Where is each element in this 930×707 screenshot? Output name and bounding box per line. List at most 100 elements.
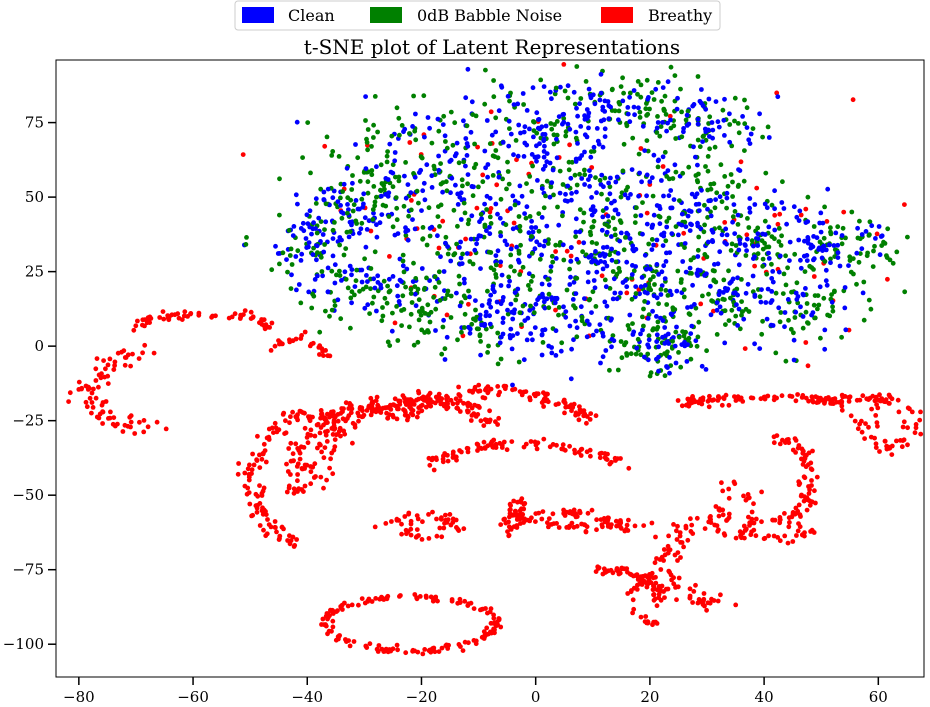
data-point-clean [515, 101, 521, 107]
data-point-babble [607, 252, 612, 258]
data-point-babble [337, 242, 342, 248]
data-point-babble [830, 308, 836, 314]
data-point-breathy [302, 483, 308, 489]
data-point-clean [765, 286, 771, 292]
data-point-breathy [784, 437, 790, 443]
data-point-babble [359, 196, 365, 202]
data-point-babble [280, 250, 286, 256]
data-point-babble [682, 219, 688, 225]
data-point-breathy [608, 459, 614, 465]
data-point-breathy [247, 501, 253, 507]
data-point-clean [722, 285, 728, 291]
data-point-clean [755, 231, 761, 237]
data-point-clean [822, 327, 828, 333]
data-point-babble [663, 288, 669, 293]
data-point-babble [640, 314, 645, 320]
data-point-breathy [674, 528, 679, 534]
data-point-clean [628, 192, 633, 197]
data-point-breathy [498, 624, 504, 630]
data-point-clean [586, 322, 592, 327]
data-point-clean [651, 293, 657, 299]
data-point-clean [539, 215, 545, 220]
data-point-babble [461, 159, 467, 165]
data-point-clean [540, 166, 546, 172]
data-point-babble [714, 332, 720, 337]
data-point-clean [835, 250, 841, 256]
data-point-babble [610, 269, 616, 274]
data-point-clean [371, 210, 376, 216]
data-point-breathy [476, 382, 482, 388]
data-point-breathy [414, 414, 420, 420]
data-point-clean [668, 188, 674, 193]
x-tick-label: −20 [406, 688, 438, 703]
data-point-babble [682, 245, 687, 251]
y-tick-label: 25 [25, 263, 44, 281]
data-point-breathy [491, 612, 496, 618]
data-point-babble [620, 168, 626, 174]
data-point-clean [600, 251, 606, 257]
data-point-breathy [894, 438, 899, 444]
data-point-breathy [483, 606, 488, 611]
data-point-clean [721, 117, 727, 123]
data-point-babble [855, 235, 861, 241]
data-point-breathy [328, 607, 333, 613]
data-point-breathy [689, 522, 695, 528]
data-point-babble [612, 226, 618, 232]
data-point-breathy [498, 522, 504, 527]
data-point-clean [724, 241, 729, 247]
data-point-clean [640, 231, 645, 237]
data-point-clean [622, 192, 628, 198]
data-point-clean [639, 179, 644, 185]
data-point-clean [642, 148, 648, 154]
data-point-babble [679, 109, 684, 115]
data-point-breathy [715, 528, 721, 534]
data-point-babble [528, 279, 534, 284]
data-point-clean [651, 212, 657, 218]
data-point-babble [646, 286, 651, 292]
data-point-babble [679, 134, 685, 140]
data-point-breathy [521, 444, 527, 450]
data-point-clean [803, 220, 809, 226]
data-point-clean [609, 234, 614, 239]
data-point-clean [521, 129, 527, 135]
data-point-babble [416, 297, 422, 303]
data-point-breathy [810, 448, 815, 454]
data-point-clean [609, 316, 614, 322]
data-point-clean [600, 144, 606, 150]
data-point-babble [416, 317, 422, 323]
data-point-babble [840, 225, 846, 231]
data-point-breathy [588, 411, 594, 416]
data-point-babble [746, 225, 752, 230]
data-point-babble [395, 338, 401, 343]
data-point-babble [621, 247, 627, 253]
data-point-babble [705, 215, 710, 220]
data-point-clean [361, 191, 367, 197]
data-point-breathy [439, 515, 444, 521]
data-point-clean [505, 307, 510, 313]
data-point-breathy [771, 434, 777, 440]
data-point-breathy [662, 552, 668, 558]
data-point-clean [402, 126, 408, 132]
data-point-clean [609, 200, 614, 206]
data-point-breathy [461, 400, 466, 406]
data-point-clean [530, 337, 535, 343]
data-point-breathy [394, 416, 400, 422]
data-point-breathy [702, 526, 708, 531]
data-point-babble [730, 194, 735, 199]
data-point-breathy [909, 409, 915, 415]
data-point-breathy [694, 515, 700, 521]
data-point-clean [668, 311, 674, 317]
data-point-breathy [431, 467, 437, 473]
data-point-babble [707, 146, 712, 152]
data-point-breathy [266, 522, 272, 527]
data-point-breathy [242, 308, 248, 313]
data-point-clean [510, 193, 516, 199]
data-point-babble [577, 171, 582, 177]
data-point-clean [615, 211, 621, 217]
data-point-clean [563, 314, 569, 320]
data-point-breathy [585, 510, 591, 516]
data-point-clean [419, 266, 425, 271]
data-point-clean [504, 242, 510, 248]
data-point-breathy [111, 415, 117, 420]
data-point-babble [323, 201, 329, 207]
